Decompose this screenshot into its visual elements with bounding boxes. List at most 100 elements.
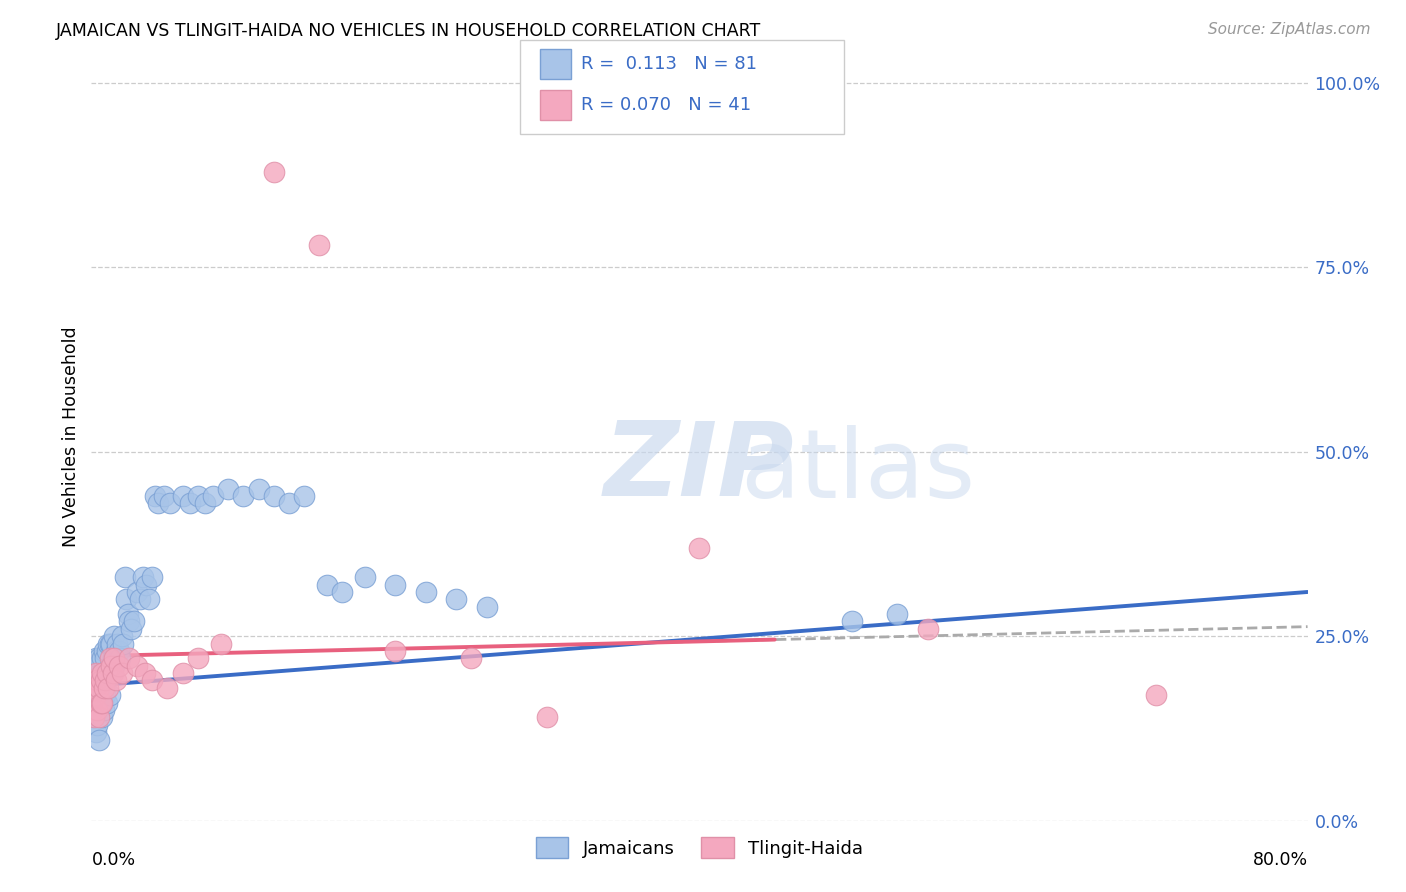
Text: 80.0%: 80.0% — [1253, 851, 1308, 870]
Point — [98, 651, 121, 665]
Point — [156, 681, 179, 695]
Point — [91, 651, 114, 665]
Text: R =  0.113   N = 81: R = 0.113 N = 81 — [581, 55, 756, 73]
Text: 0.0%: 0.0% — [91, 851, 135, 870]
Point — [107, 644, 129, 658]
Point — [87, 703, 110, 717]
Point — [354, 570, 377, 584]
Point — [86, 658, 108, 673]
Point — [86, 673, 108, 688]
Point — [83, 681, 105, 695]
Point — [460, 651, 482, 665]
Point — [89, 696, 111, 710]
Point — [114, 570, 136, 584]
Point — [115, 592, 138, 607]
Point — [688, 541, 710, 555]
Point — [100, 637, 122, 651]
Point — [84, 688, 107, 702]
Point — [100, 658, 122, 673]
Point — [316, 577, 339, 591]
Point — [97, 681, 120, 695]
Point — [91, 666, 114, 681]
Point — [135, 577, 157, 591]
Y-axis label: No Vehicles in Household: No Vehicles in Household — [62, 326, 80, 548]
Point — [159, 496, 181, 510]
Point — [87, 710, 110, 724]
Point — [138, 592, 160, 607]
Point — [96, 666, 118, 681]
Point — [112, 637, 135, 651]
Point — [120, 622, 142, 636]
Point — [263, 489, 285, 503]
Point — [83, 666, 105, 681]
Point — [84, 696, 107, 710]
Point — [107, 658, 129, 673]
Point — [209, 637, 232, 651]
Point — [89, 673, 111, 688]
Point — [217, 482, 239, 496]
Point — [98, 658, 121, 673]
Point — [125, 585, 148, 599]
Point — [87, 651, 110, 665]
Point — [308, 238, 330, 252]
Point — [94, 688, 117, 702]
Point — [129, 592, 152, 607]
Point — [841, 615, 863, 629]
Point — [84, 651, 107, 665]
Point — [101, 651, 124, 665]
Point — [1144, 688, 1167, 702]
Point — [187, 489, 209, 503]
Point — [87, 681, 110, 695]
Point — [98, 688, 121, 702]
Point — [93, 644, 115, 658]
Point — [93, 673, 115, 688]
Point — [89, 696, 111, 710]
Point — [917, 622, 939, 636]
Point — [141, 570, 163, 584]
Text: ZIP: ZIP — [605, 417, 794, 518]
Point — [117, 607, 139, 621]
Point — [153, 489, 176, 503]
Point — [202, 489, 225, 503]
Point — [194, 496, 217, 510]
Point — [86, 688, 108, 702]
Point — [292, 489, 315, 503]
Text: JAMAICAN VS TLINGIT-HAIDA NO VEHICLES IN HOUSEHOLD CORRELATION CHART: JAMAICAN VS TLINGIT-HAIDA NO VEHICLES IN… — [56, 22, 762, 40]
Point — [103, 651, 125, 665]
Point — [94, 673, 117, 688]
Point — [100, 666, 122, 681]
Point — [93, 681, 115, 695]
Point — [118, 651, 141, 665]
Legend: Jamaicans, Tlingit-Haida: Jamaicans, Tlingit-Haida — [529, 830, 870, 865]
Point — [83, 710, 105, 724]
Point — [132, 570, 155, 584]
Point — [122, 615, 145, 629]
Point — [93, 703, 115, 717]
Point — [86, 717, 108, 731]
Point — [134, 666, 156, 681]
Point — [330, 585, 353, 599]
Point — [91, 681, 114, 695]
Point — [89, 666, 111, 681]
Point — [278, 496, 301, 510]
Point — [247, 482, 270, 496]
Point — [111, 666, 134, 681]
Point — [84, 725, 107, 739]
Point — [82, 673, 104, 688]
Point — [82, 696, 104, 710]
Point — [125, 658, 148, 673]
Point — [87, 732, 110, 747]
Point — [415, 585, 437, 599]
Point — [886, 607, 908, 621]
Point — [105, 637, 128, 651]
Point — [143, 489, 166, 503]
Point — [91, 696, 114, 710]
Text: R = 0.070   N = 41: R = 0.070 N = 41 — [581, 96, 751, 114]
Point — [98, 637, 121, 651]
Point — [141, 673, 163, 688]
Point — [96, 696, 118, 710]
Point — [96, 644, 118, 658]
Point — [536, 710, 558, 724]
Point — [232, 489, 254, 503]
Point — [111, 629, 134, 643]
